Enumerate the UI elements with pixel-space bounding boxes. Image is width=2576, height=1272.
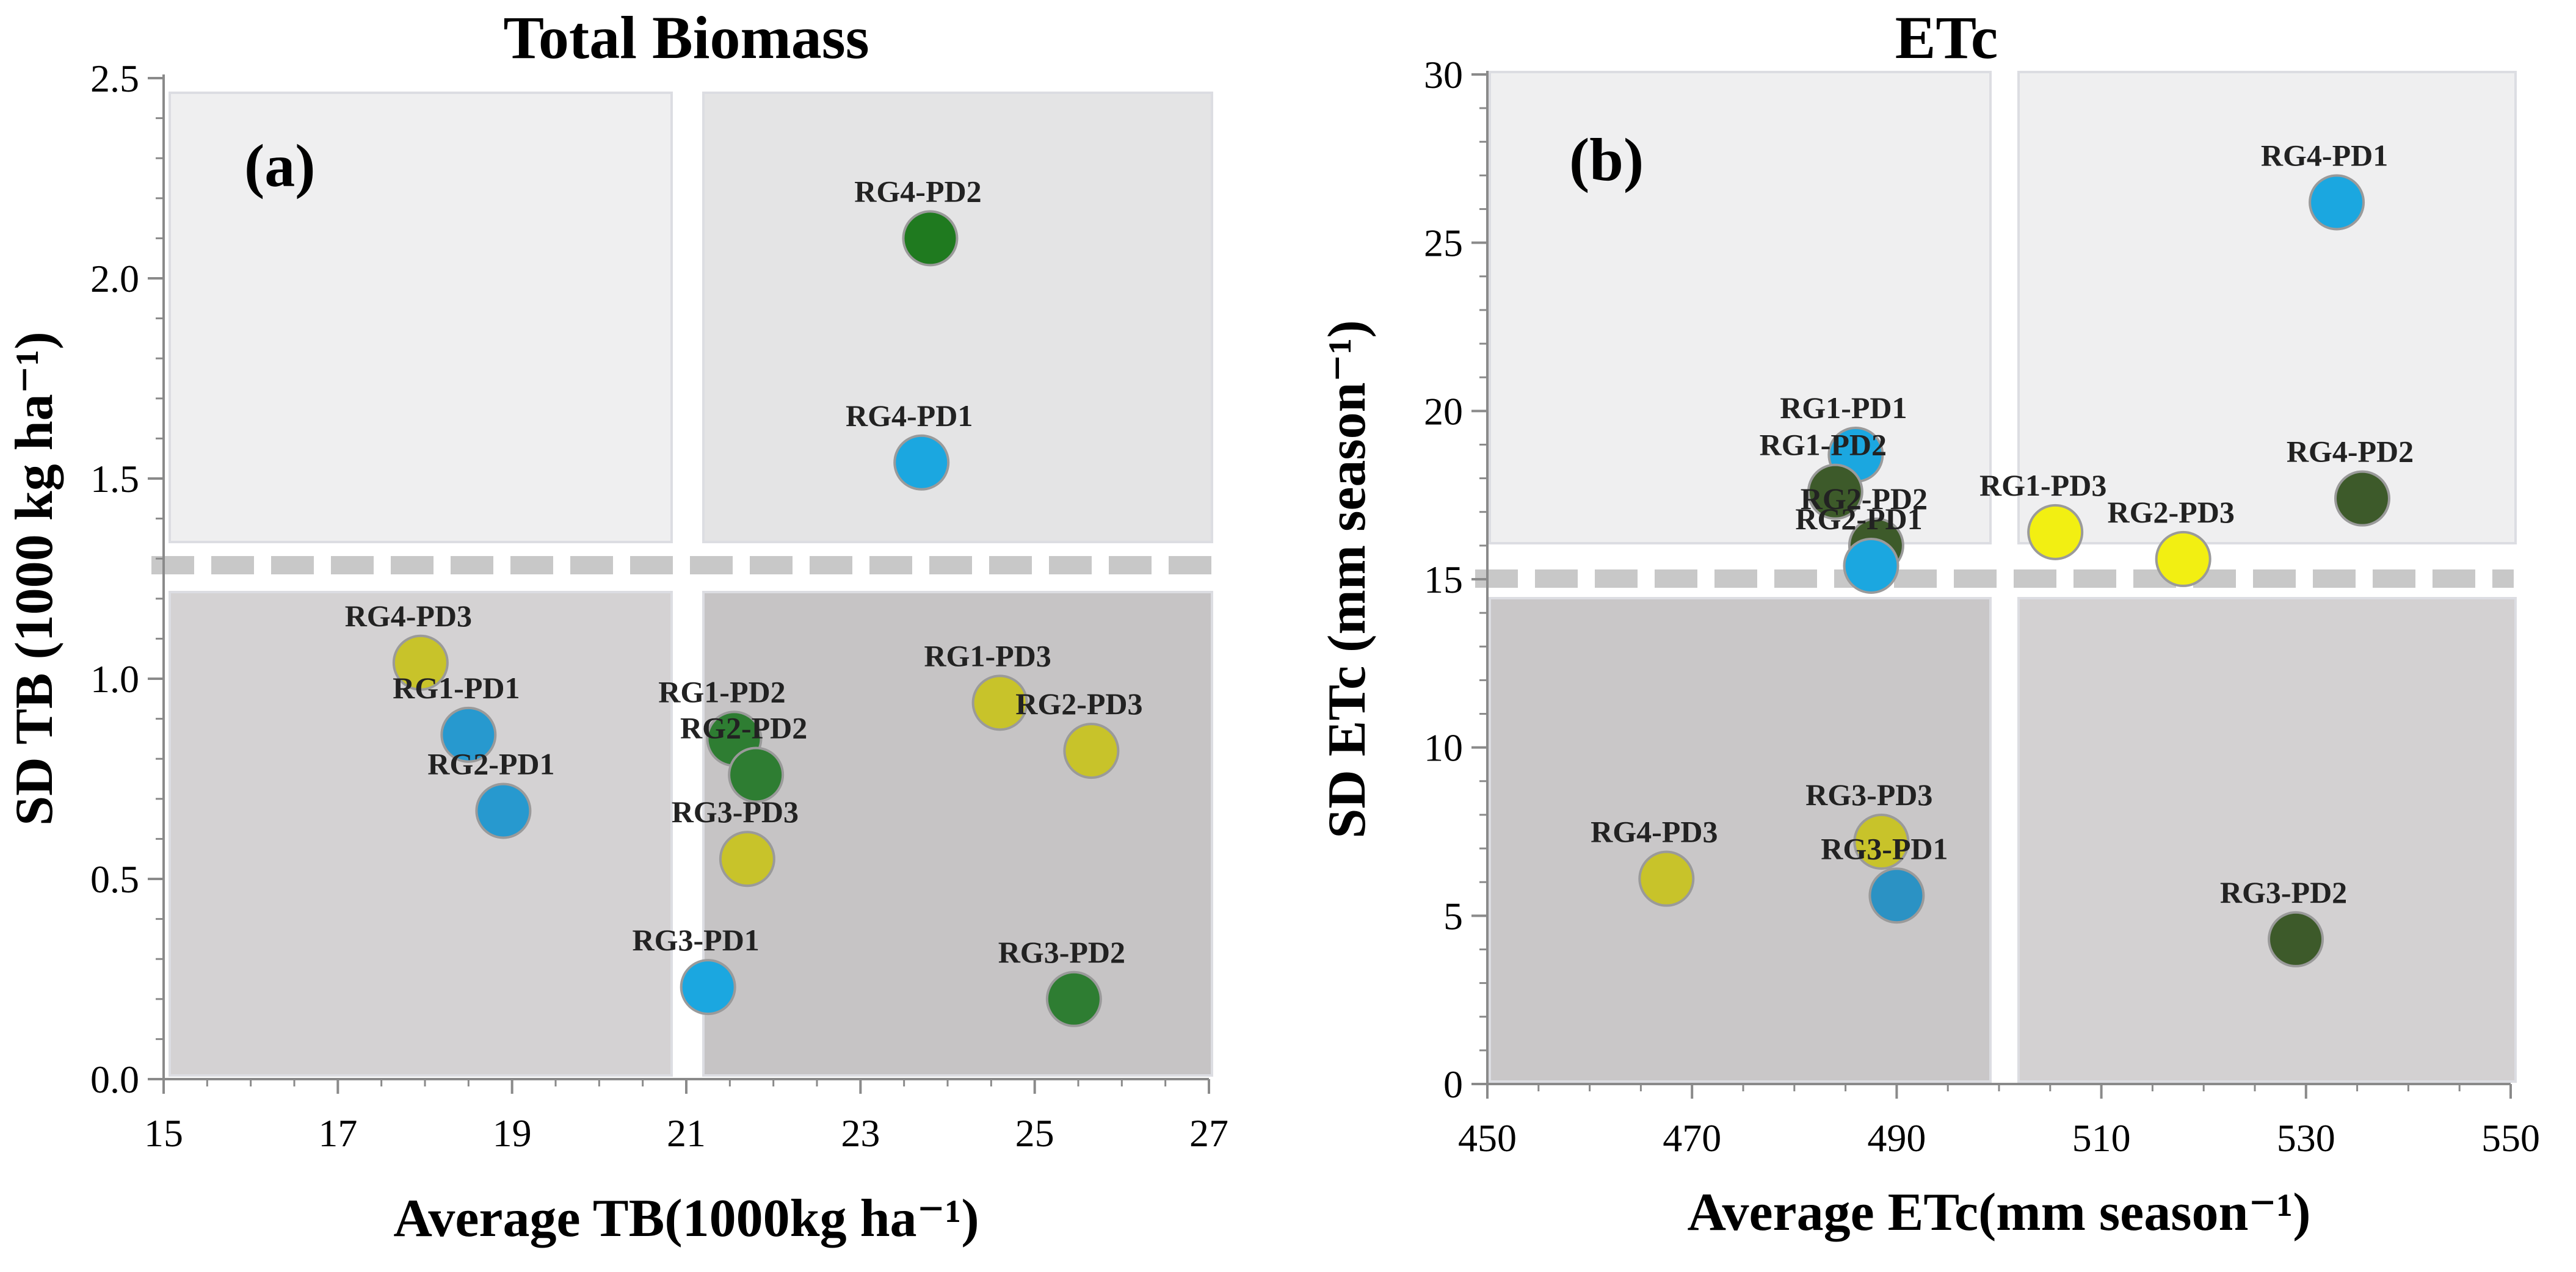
y-tick-label: 30 [1424,53,1463,96]
data-point [1063,723,1120,779]
data-point [971,674,1028,731]
y-tick-label: 10 [1424,726,1463,770]
data-point [1868,867,1925,924]
y-tick-label: 25 [1424,222,1463,265]
data-point [680,959,736,1016]
x-tick-label: 17 [318,1111,357,1155]
data-point-label: RG4-PD1 [846,399,973,433]
x-tick-label: 510 [2072,1116,2131,1160]
data-point-label: RG4-PD1 [2261,139,2388,173]
data-point-label: RG1-PD1 [1780,391,1907,425]
quadrant-top-right [2017,71,2517,544]
data-point-label: RG2-PD3 [1015,687,1142,721]
data-point [440,706,497,763]
quadrant-bottom-right [2017,597,2517,1083]
y-tick-label: 0 [1443,1063,1463,1106]
x-tick-label: 23 [841,1111,880,1155]
x-tick-label: 550 [2481,1116,2540,1160]
y-axis-label: SD TB (1000 kg ha⁻¹) [5,331,64,826]
x-tick-label: 450 [1458,1116,1517,1160]
data-point [1807,463,1863,520]
x-tick-label: 25 [1015,1111,1054,1155]
chart-panel-a: 0.0 0.5 1.0 1.5 2.0 2.5 15 17 19 21 23 25 27 Total Bi… [5,4,1228,1248]
data-point [392,634,449,691]
data-point-label: RG1-PD3 [924,638,1051,673]
data-point-label: RG4-PD3 [1591,815,1718,849]
x-axis-label: Average ETc(mm season⁻¹) [1687,1183,2310,1242]
x-tick-label: 27 [1189,1111,1228,1155]
chart-title: Total Biomass [503,4,869,71]
x-tick-label: 470 [1663,1116,1721,1160]
quadrant-bottom-right [702,591,1213,1077]
y-tick-label: 5 [1443,894,1463,938]
data-point [1843,537,1899,594]
data-point-label: RG3-PD3 [672,795,799,829]
data-point-label: RG2-PD2 [1801,482,1928,516]
x-tick-label: 530 [2277,1116,2335,1160]
data-point [902,210,959,267]
y-tick-label: 1.5 [90,457,139,500]
panel-tag: (a) [244,132,316,200]
data-point-label: RG4-PD2 [854,174,981,208]
y-tick-label: 2.5 [90,57,139,100]
data-point [2268,911,2324,967]
data-point-label: RG3-PD2 [998,935,1125,969]
data-point [728,746,785,803]
y-tick-label: 0.5 [90,858,139,901]
data-point [2334,470,2390,527]
data-point-label: RG1-PD2 [1760,428,1887,462]
y-tick-label: 0.0 [90,1058,139,1101]
x-axis-label: Average TB(1000kg ha⁻¹) [393,1189,979,1248]
data-point-label: RG1-PD1 [393,671,520,705]
quadrant-top-left [169,92,673,543]
data-point [719,831,775,887]
y-tick-label: 15 [1424,558,1463,601]
x-tick-label: 19 [493,1111,532,1155]
panel-tag: (b) [1569,126,1644,193]
chart-title: ETc [1895,4,1998,71]
data-point [2309,174,2365,231]
y-tick-label: 2.0 [90,257,139,300]
data-point-label: RG2-PD2 [680,710,807,745]
x-tick-label: 21 [667,1111,706,1155]
data-point-label: RG2-PD1 [1795,502,1922,536]
data-point-label: RG3-PD1 [1821,831,1948,865]
data-point-label: RG3-PD2 [2220,875,2347,909]
data-point [2155,530,2211,587]
quadrant-top-right [702,92,1213,543]
data-point-label: RG2-PD3 [2108,495,2235,529]
data-point [1045,970,1102,1027]
data-point-label: RG2-PD1 [427,746,554,781]
data-point-label: RG3-PD1 [633,923,760,957]
data-point [1638,850,1695,907]
quadrant-top-left [1489,71,1992,544]
x-tick-label: 15 [144,1111,183,1155]
data-point-label: RG1-PD2 [658,674,785,709]
y-axis-label: SD ETc (mm season⁻¹) [1318,320,1377,838]
data-point [2027,504,2084,560]
y-tick-label: 1.0 [90,657,139,701]
data-point-label: RG4-PD3 [345,599,472,633]
y-tick-label: 20 [1424,389,1463,433]
data-point-label: RG3-PD3 [1805,778,1932,812]
x-tick-label: 490 [1867,1116,1926,1160]
data-point-label: RG4-PD2 [2287,435,2414,469]
data-point [893,434,950,491]
data-point-label: RG1-PD3 [1979,468,2106,502]
data-point [475,782,532,839]
data-point [1853,814,1910,870]
